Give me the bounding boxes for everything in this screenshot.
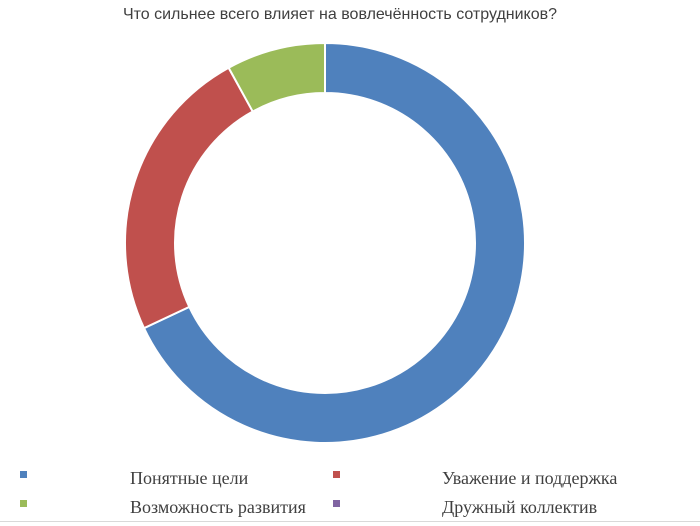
chart-bottom-border <box>0 521 700 522</box>
legend-swatch-growth <box>20 500 27 507</box>
chart-title: Что сильнее всего влияет на вовлечённост… <box>122 6 558 23</box>
donut-slices <box>124 41 526 444</box>
slice-respect <box>124 66 255 330</box>
legend-item-growth: Возможность развития <box>20 497 306 517</box>
slice-growth <box>227 41 326 113</box>
legend-swatch-goals <box>20 471 27 478</box>
legend-item-goals: Понятные цели <box>20 468 248 488</box>
legend-swatch-respect <box>333 471 340 478</box>
legend-label-goals: Понятные цели <box>130 468 249 488</box>
slice-goals <box>142 41 526 444</box>
legend-label-respect: Уважение и поддержка <box>442 468 618 488</box>
legend-item-respect: Уважение и поддержка <box>333 468 617 488</box>
legend-label-growth: Возможность развития <box>130 497 306 517</box>
legend-label-team: Дружный коллектив <box>442 497 598 517</box>
legend-item-team: Дружный коллектив <box>333 497 597 517</box>
legend-swatch-team <box>333 500 340 507</box>
